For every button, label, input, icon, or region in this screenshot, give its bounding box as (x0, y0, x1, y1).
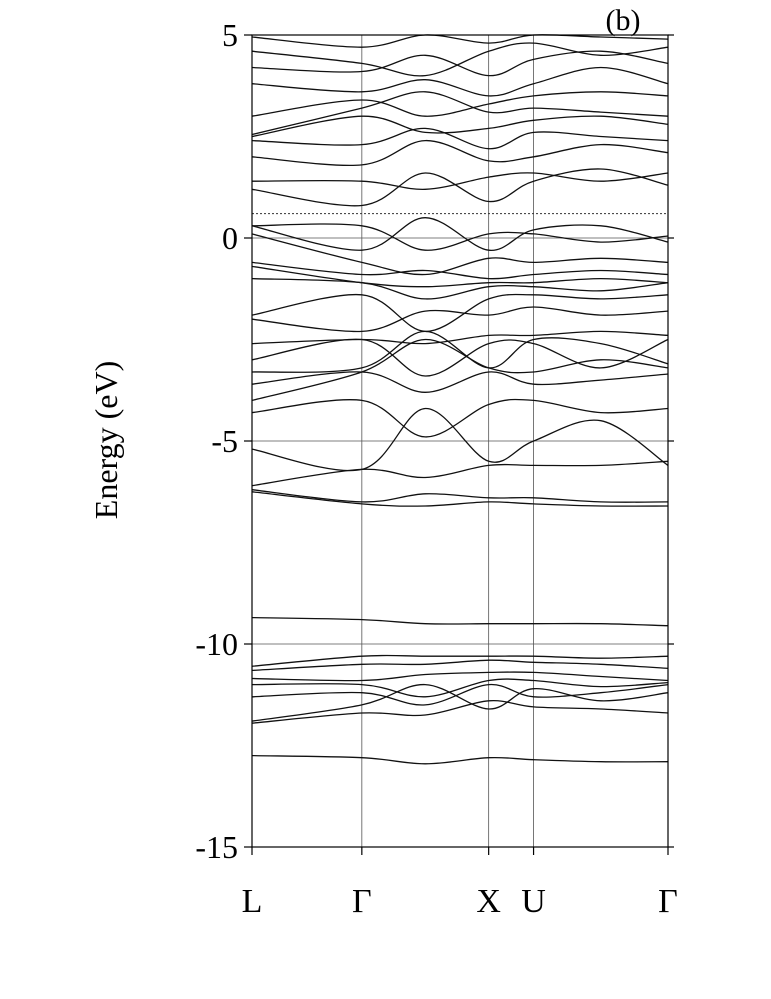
band-line (251, 66, 669, 97)
band-line (251, 115, 669, 138)
band-line (251, 306, 669, 333)
y-tick-label: 5 (222, 17, 238, 53)
band-line (251, 233, 669, 276)
band-line (251, 293, 669, 333)
band-line (251, 223, 669, 251)
band-line (251, 489, 669, 503)
label-layer: 5 0 -5 -10 -15L Γ X U Γ (195, 17, 677, 920)
y-axis-title: Energy (eV) (88, 361, 124, 519)
band-line (251, 217, 669, 251)
band-line (251, 277, 669, 300)
band-line (251, 659, 669, 672)
band-line (251, 91, 669, 117)
band-line (251, 754, 669, 765)
band-line (251, 407, 669, 472)
k-point-label: L (242, 883, 263, 920)
y-tick-label: -15 (195, 829, 238, 865)
band-line (251, 683, 669, 722)
band-line (251, 127, 669, 150)
band-line (251, 330, 669, 345)
panel-label: (b) (606, 4, 641, 37)
band-line (251, 460, 669, 487)
band-line (251, 338, 669, 402)
band-line (251, 671, 669, 682)
band-line (251, 371, 669, 393)
band-line (251, 91, 669, 136)
band-line (251, 654, 669, 667)
band-line (251, 491, 669, 507)
band-line (251, 616, 669, 627)
y-tick-label: -5 (211, 423, 238, 459)
k-point-label: X (476, 883, 501, 920)
band-line (251, 683, 669, 706)
band-line (251, 261, 669, 280)
k-point-label: Γ (352, 883, 372, 920)
band-line (251, 398, 669, 438)
band-line (251, 168, 669, 207)
band-line (251, 265, 669, 288)
band-line (251, 50, 669, 77)
band-line (251, 139, 669, 167)
k-point-label: Γ (658, 883, 678, 920)
y-tick-label: -10 (195, 626, 238, 662)
band-line (251, 34, 669, 48)
band-line (251, 42, 669, 77)
band-line (251, 330, 669, 373)
k-point-label: U (521, 883, 546, 920)
tick-layer (244, 34, 674, 855)
grid-layer (251, 34, 669, 848)
band-line (251, 172, 669, 190)
band-layer (251, 34, 669, 765)
band-line (251, 699, 669, 724)
band-line (251, 678, 669, 698)
y-tick-label: 0 (222, 220, 238, 256)
